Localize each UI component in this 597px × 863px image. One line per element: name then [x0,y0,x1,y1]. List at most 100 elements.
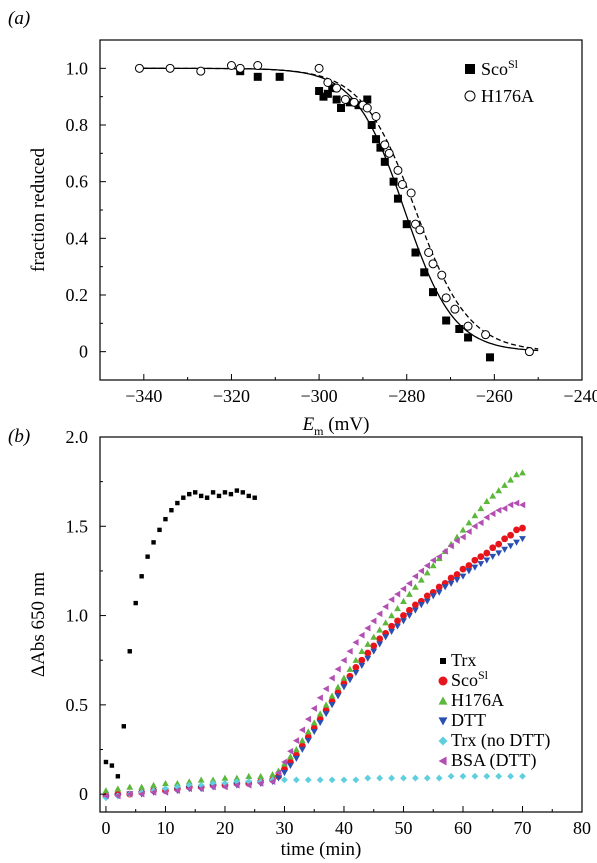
point-dtt [406,612,413,619]
panel-b-ytick-label: 1.5 [66,516,89,536]
point-dtt [417,602,425,609]
point-bsa-dtt [281,758,288,766]
legend-label-text: Sco [481,59,508,79]
point-h176a [185,778,193,785]
point-bsa-dtt [292,737,300,744]
point-bsa-dtt [417,567,425,575]
point-trx [121,724,127,729]
point-h176a [411,583,419,590]
point-h176a [304,728,312,735]
point-dtt [495,550,503,557]
point-dtt [483,557,491,564]
panel-a-legend: ScoSl H176A [464,57,534,106]
point-sco [315,87,324,95]
point-h176a [481,330,491,340]
panel-b-xtick-label: 80 [573,818,591,838]
panel-b-xtick-label: 50 [394,818,412,838]
point-h176a [314,63,324,73]
point-bsa-dtt [346,647,353,655]
point-sco [464,333,473,342]
point-h176a [292,746,300,753]
point-bsa-dtt [364,624,371,632]
legend-label-text: H176A [481,86,534,106]
legend-label-h176a: H176A [451,690,504,710]
point-dtt [411,607,419,614]
legend-label-trx: Trx [451,650,476,670]
point-h176a [233,774,241,781]
point-sco [323,89,332,98]
point-bsa-dtt [453,537,460,544]
point-bsa-dtt [423,562,431,569]
point-bsa-dtt [400,585,407,593]
point-h176a [370,633,378,640]
point-bsa-dtt [275,769,282,777]
point-dtt [316,719,324,727]
panel-a-xtick-label: −320 [213,386,250,406]
panel-a-label: (a) [8,8,30,29]
point-sco [459,565,467,573]
point-h176a [349,97,359,107]
point-h176a [126,783,134,790]
point-trx [133,600,138,606]
point-bsa-dtt [114,792,121,800]
point-trx-no-dtt [162,785,169,793]
legend-marker-sco [465,64,475,74]
point-trx [169,508,174,513]
legend-label-text: H176A [451,690,504,710]
legend-marker-sco [438,676,448,686]
panel-a-xlabel-subscript: m [314,424,324,438]
legend-label-sco: ScoSl [451,668,489,690]
point-sco [519,524,526,532]
point-bsa-dtt [435,553,442,561]
point-sco [420,268,429,277]
point-h176a [524,347,534,357]
panel-a-xtick-label: −260 [476,386,513,406]
point-dtt [364,655,372,662]
point-sco [400,612,407,619]
point-h176a [334,683,342,690]
point-bsa-dtt [358,631,365,639]
point-bsa-dtt [257,780,264,787]
point-dtt [298,746,306,753]
legend-label-trx-no-dtt: Trx (no DTT) [451,730,550,751]
panel-a-fit-curves [135,67,539,352]
panel-b-label: (b) [8,426,30,447]
panel-b-xtick-label: 70 [513,818,531,838]
panel-b-xtick-label: 0 [101,818,110,838]
point-sco [442,316,451,325]
point-h176a [332,83,342,93]
panel-a-ylabel: fraction reduced [28,148,49,272]
point-trx [210,490,216,495]
point-dtt [453,577,461,584]
point-sco [423,592,431,600]
point-trx [228,491,234,497]
point-trx [115,774,121,779]
point-h176a [226,61,236,70]
point-h176a [459,526,467,533]
point-trx [216,493,222,499]
point-sco [489,544,497,552]
panel-b-xtick-label: 60 [454,818,472,838]
point-h176a [328,692,336,699]
point-h176a [428,259,438,269]
point-bsa-dtt [447,542,454,550]
panel-b-ylabel: ΔAbs 650 nm [28,572,49,677]
panel-b-ytick-label: 2.0 [66,427,89,447]
point-trx-no-dtt [400,774,407,782]
point-h176a [102,787,110,794]
point-dtt [459,573,467,580]
point-sco [376,635,384,643]
point-h176a [465,519,473,526]
point-h176a [400,597,407,605]
point-h176a [450,304,460,314]
point-dtt [275,775,282,782]
point-bsa-dtt [465,528,472,536]
point-bsa-dtt [197,785,204,793]
point-trx-no-dtt [388,774,395,782]
point-h176a [340,95,350,104]
legend-marker-bsa-dtt [438,756,447,766]
point-trx [175,500,180,506]
point-sco [483,549,491,557]
point-dtt [471,564,479,571]
point-bsa-dtt [221,783,228,791]
